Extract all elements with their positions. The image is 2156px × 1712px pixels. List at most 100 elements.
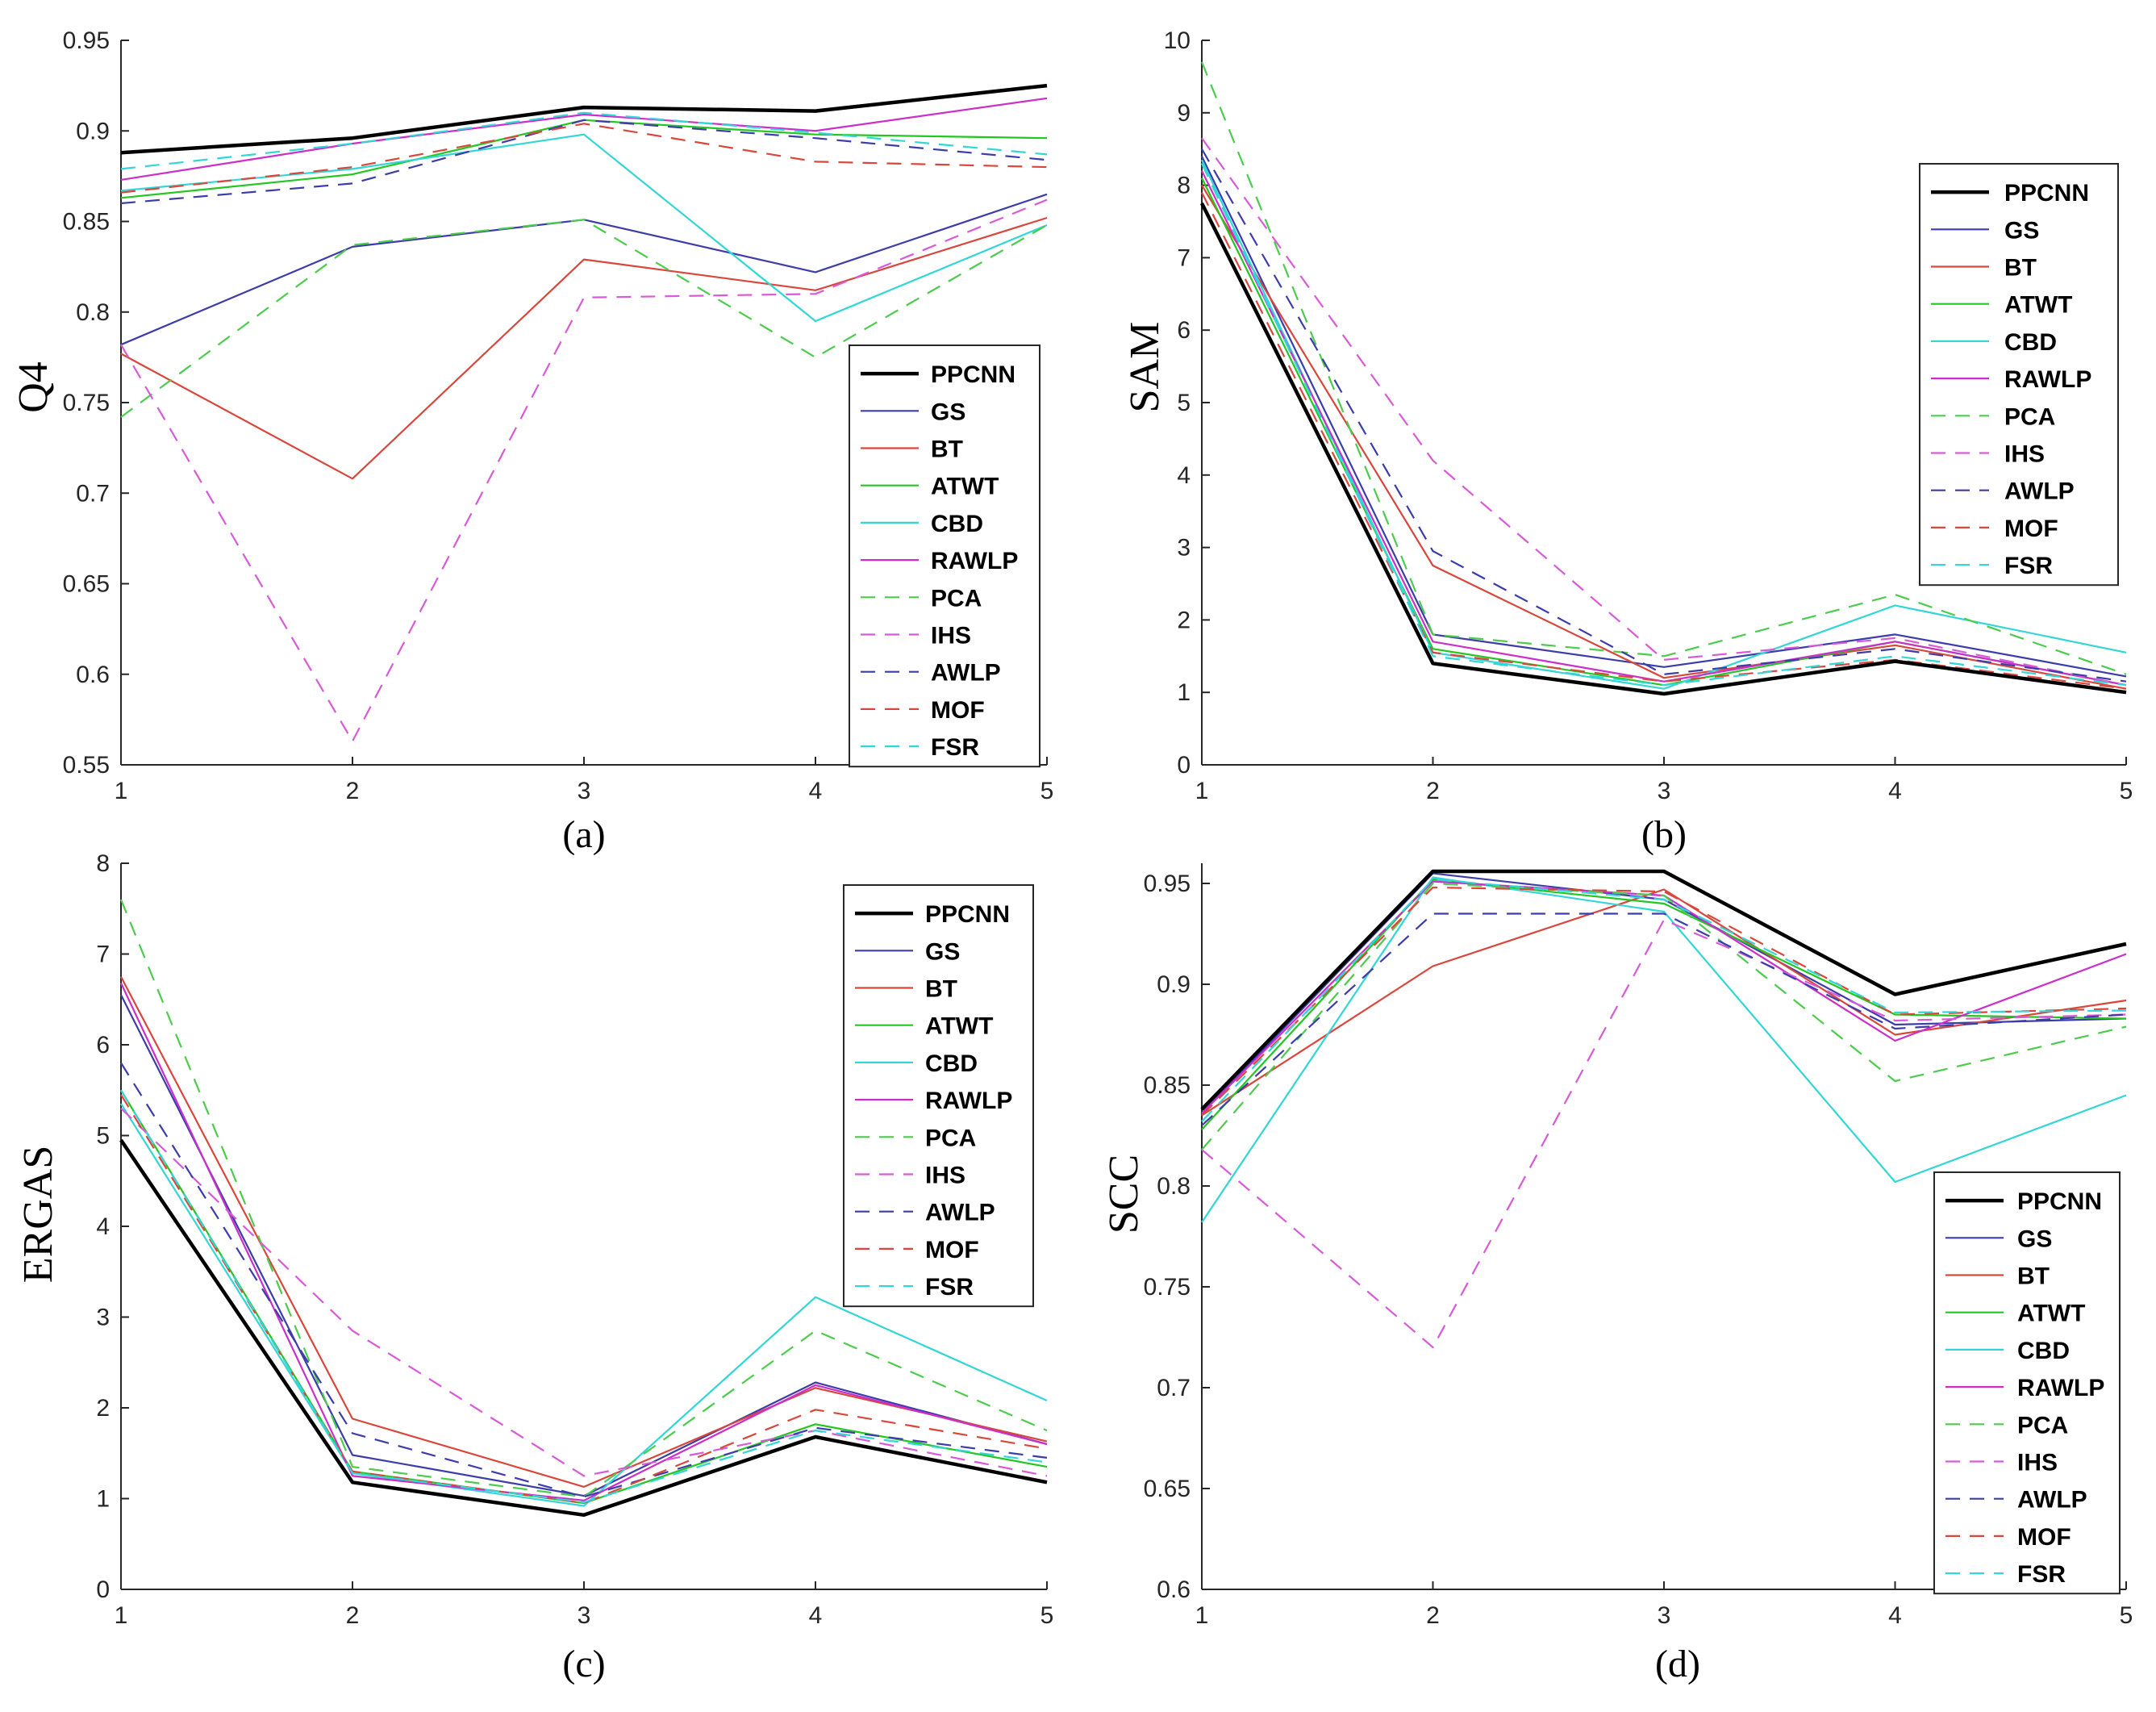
x-tick-label: 4 (1888, 1602, 1902, 1629)
y-tick-label: 3 (96, 1305, 110, 1331)
y-tick-label: 2 (96, 1395, 110, 1422)
y-tick-label: 0.95 (63, 27, 110, 54)
legend-label: ATWT (925, 1013, 993, 1040)
legend: PPCNN GS BT ATWT CBD RAWLP PCA IHS AWLP MOF FSR (844, 885, 1033, 1306)
y-tick-label: 4 (1177, 462, 1191, 489)
figure: 0.550.60.650.70.750.80.850.90.951 2 3 4 5Q4(… (0, 0, 2156, 1712)
series-line-fsr (121, 113, 1047, 169)
x-tick-label: 3 (578, 778, 591, 804)
series-line-atwt (1202, 879, 2126, 1130)
legend-label: IHS (931, 623, 971, 649)
y-tick-label: 7 (1177, 244, 1191, 271)
legend-label: GS (2017, 1226, 2052, 1252)
y-tick-label: 6 (96, 1032, 110, 1059)
y-tick-label: 0.8 (1157, 1173, 1191, 1200)
legend-label: CBD (925, 1050, 978, 1077)
y-tick-label: 0.95 (1144, 871, 1191, 897)
x-tick-label: 1 (1195, 778, 1209, 804)
series-line-rawlp (1202, 882, 2126, 1114)
series-line-mof (1202, 887, 2126, 1116)
legend-label: FSR (931, 734, 979, 761)
panel-caption: (d) (1655, 1643, 1700, 1685)
legend: PPCNN GS BT ATWT CBD RAWLP PCA IHS AWLP MOF FSR (1920, 164, 2118, 585)
legend-label: ATWT (931, 474, 999, 500)
legend-label: PCA (925, 1125, 976, 1151)
legend-label: GS (931, 399, 965, 425)
x-tick-label: 1 (115, 1602, 128, 1629)
y-tick-label: 0.65 (63, 571, 110, 598)
y-tick-label: 7 (96, 942, 110, 968)
series-line-gs (1202, 874, 2126, 1114)
panel-caption: (a) (562, 813, 605, 856)
y-axis-label: ERGAS (15, 1146, 61, 1283)
panel-c: 0123456781 2 3 4 5ERGAS(c)PPCNNGSBTATWTCBDRA… (15, 850, 1053, 1685)
y-tick-label: 8 (96, 850, 110, 877)
panel-b: 0123456789101 2 3 4 5SAM(b)PPCNNGSBTATWTCBDR… (1122, 27, 2133, 856)
x-tick-label: 3 (1658, 1602, 1671, 1629)
legend-label: ATWT (2004, 292, 2072, 319)
x-tick-label: 2 (1426, 1602, 1440, 1629)
x-tick-label: 5 (2120, 778, 2133, 804)
legend: PPCNN GS BT ATWT CBD RAWLP PCA IHS AWLP MOF FSR (849, 345, 1040, 766)
legend-label: IHS (2017, 1450, 2058, 1476)
legend-label: FSR (925, 1274, 974, 1301)
y-tick-label: 0.85 (1144, 1072, 1191, 1099)
legend-label: RAWLP (2017, 1375, 2104, 1401)
legend-label: AWLP (2017, 1487, 2087, 1514)
legend-label: IHS (2004, 441, 2045, 468)
legend-label: PPCNN (2017, 1188, 2102, 1215)
legend-label: AWLP (931, 660, 1001, 687)
y-tick-label: 0.9 (1157, 971, 1191, 998)
legend-label: GS (2004, 217, 2039, 244)
y-axis-label: SCC (1101, 1155, 1147, 1234)
y-tick-label: 0.75 (63, 390, 110, 416)
y-tick-label: 1 (1177, 679, 1191, 706)
y-tick-label: 5 (96, 1123, 110, 1150)
legend-label: BT (931, 436, 963, 463)
y-tick-label: 0 (96, 1576, 110, 1603)
legend-label: GS (925, 938, 960, 965)
x-tick-label: 4 (1888, 778, 1902, 804)
y-tick-label: 0.8 (76, 299, 110, 326)
series-line-ppcnn (1202, 871, 2126, 1109)
panel-caption: (b) (1641, 813, 1687, 856)
legend-label: RAWLP (925, 1088, 1012, 1114)
legend-label: MOF (931, 697, 985, 724)
legend-label: MOF (2004, 516, 2058, 542)
y-tick-label: 0.75 (1144, 1274, 1191, 1301)
y-axis-label: Q4 (10, 361, 56, 413)
x-tick-label: 5 (2120, 1602, 2133, 1629)
legend-label: MOF (2017, 1524, 2071, 1551)
legend-label: CBD (2004, 329, 2057, 356)
legend-label: CBD (931, 511, 983, 537)
y-tick-label: 2 (1177, 607, 1191, 633)
legend-label: RAWLP (2004, 366, 2091, 393)
series-line-gs (121, 194, 1047, 344)
legend-label: AWLP (2004, 478, 2075, 505)
legend-label: MOF (925, 1237, 979, 1263)
legend-label: PPCNN (925, 901, 1010, 928)
y-tick-label: 5 (1177, 390, 1191, 416)
legend-label: BT (2017, 1263, 2050, 1290)
series-line-ppcnn (121, 86, 1047, 152)
series-line-bt (1202, 890, 2126, 1116)
x-tick-label: 1 (115, 778, 128, 804)
legend: PPCNN GS BT ATWT CBD RAWLP PCA IHS AWLP MOF FSR (1934, 1172, 2120, 1593)
x-tick-label: 5 (1040, 1602, 1054, 1629)
y-tick-label: 0 (1177, 752, 1191, 779)
y-tick-label: 0.55 (63, 752, 110, 779)
y-tick-label: 4 (96, 1213, 110, 1240)
series-line-awlp (1202, 914, 2126, 1126)
x-tick-label: 3 (1658, 778, 1671, 804)
x-tick-label: 4 (809, 778, 823, 804)
panel-caption: (c) (562, 1643, 605, 1685)
x-tick-label: 1 (1195, 1602, 1209, 1629)
legend-label: FSR (2004, 553, 2053, 579)
legend-label: BT (2004, 255, 2037, 282)
y-tick-label: 0.7 (76, 480, 110, 507)
legend-label: BT (925, 976, 957, 1003)
panel-a: 0.55 0.6 0.65 0.7 0.75 0.8 0.85 0.9 0.95 1 2 3 4 5 Q4 (… (10, 27, 1053, 856)
legend-label: RAWLP (931, 548, 1018, 574)
x-tick-label: 4 (809, 1602, 823, 1629)
x-tick-label: 2 (346, 1602, 360, 1629)
